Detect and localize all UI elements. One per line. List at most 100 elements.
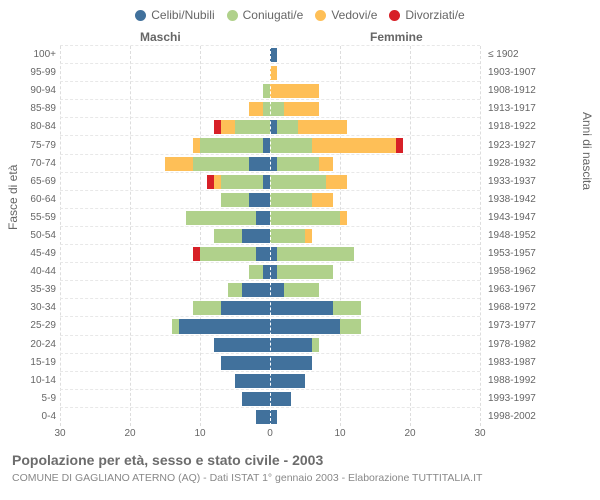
bar-segment (270, 138, 312, 152)
bar-segment (256, 247, 270, 261)
y-tick-birth: 1923-1927 (488, 139, 588, 153)
bar-segment (193, 157, 249, 171)
bar-segment (312, 338, 319, 352)
bar-segment (333, 301, 361, 315)
y-tick-birth: 1948-1952 (488, 229, 588, 243)
bar-segment (249, 265, 263, 279)
y-tick-age: 30-34 (0, 301, 56, 315)
y-tick-age: 80-84 (0, 120, 56, 134)
bar-segment (270, 193, 312, 207)
bar-segment (270, 410, 277, 424)
bar-segment (340, 319, 361, 333)
y-tick-birth: 1973-1977 (488, 319, 588, 333)
y-tick-age: 35-39 (0, 283, 56, 297)
bar-segment (277, 265, 333, 279)
bar-segment (249, 157, 270, 171)
plot-area (60, 46, 480, 426)
bar-segment (270, 247, 277, 261)
bar-segment (256, 410, 270, 424)
bar-segment (326, 175, 347, 189)
bar-segment (270, 102, 284, 116)
x-tick: 10 (194, 428, 205, 439)
y-tick-birth: 1968-1972 (488, 301, 588, 315)
bar-segment (193, 301, 221, 315)
bar-segment (270, 84, 319, 98)
legend-swatch (227, 10, 238, 21)
female-column-label: Femmine (370, 30, 423, 44)
bar-segment (270, 157, 277, 171)
legend-swatch (135, 10, 146, 21)
bar-segment (249, 193, 270, 207)
x-tick: 30 (474, 428, 485, 439)
y-tick-birth: 1978-1982 (488, 338, 588, 352)
bar-segment (305, 229, 312, 243)
y-tick-birth: 1928-1932 (488, 157, 588, 171)
y-tick-age: 0-4 (0, 410, 56, 424)
bar-segment (235, 374, 270, 388)
y-tick-age: 100+ (0, 48, 56, 62)
y-tick-age: 60-64 (0, 193, 56, 207)
bar-segment (319, 157, 333, 171)
bar-segment (172, 319, 179, 333)
bar-segment (221, 356, 270, 370)
bar-segment (270, 283, 284, 297)
y-tick-birth: 1958-1962 (488, 265, 588, 279)
bar-segment (200, 247, 256, 261)
x-tick: 30 (54, 428, 65, 439)
bar-segment (270, 229, 305, 243)
bar-segment (263, 84, 270, 98)
center-line (270, 46, 271, 426)
y-tick-age: 45-49 (0, 247, 56, 261)
bar-segment (263, 265, 270, 279)
y-tick-age: 70-74 (0, 157, 56, 171)
x-tick: 20 (124, 428, 135, 439)
bar-segment (277, 120, 298, 134)
bar-segment (221, 120, 235, 134)
bar-segment (270, 175, 326, 189)
bar-segment (214, 175, 221, 189)
bar-segment (221, 193, 249, 207)
y-tick-birth: 1998-2002 (488, 410, 588, 424)
y-tick-birth: 1983-1987 (488, 356, 588, 370)
legend-swatch (389, 10, 400, 21)
y-tick-age: 25-29 (0, 319, 56, 333)
bar-segment (284, 102, 319, 116)
y-tick-birth: 1943-1947 (488, 211, 588, 225)
y-tick-birth: 1993-1997 (488, 392, 588, 406)
bar-segment (270, 338, 312, 352)
bar-segment (242, 392, 270, 406)
bar-segment (340, 211, 347, 225)
y-tick-age: 40-44 (0, 265, 56, 279)
legend-item: Vedovi/e (315, 8, 377, 22)
legend-label: Celibi/Nubili (151, 8, 214, 22)
bar-segment (270, 48, 277, 62)
bar-segment (263, 102, 270, 116)
bar-segment (221, 175, 263, 189)
bar-segment (284, 283, 319, 297)
bar-segment (214, 338, 270, 352)
bar-segment (396, 138, 403, 152)
bar-segment (200, 138, 263, 152)
bar-segment (165, 157, 193, 171)
y-tick-birth: 1933-1937 (488, 175, 588, 189)
bar-segment (270, 301, 333, 315)
male-column-label: Maschi (140, 30, 181, 44)
bar-segment (207, 175, 214, 189)
y-tick-age: 15-19 (0, 356, 56, 370)
legend-item: Coniugati/e (227, 8, 304, 22)
y-tick-age: 85-89 (0, 102, 56, 116)
x-tick: 10 (334, 428, 345, 439)
bar-segment (312, 193, 333, 207)
legend: Celibi/NubiliConiugati/eVedovi/eDivorzia… (0, 8, 600, 24)
bar-segment (270, 120, 277, 134)
y-tick-age: 10-14 (0, 374, 56, 388)
y-tick-age: 55-59 (0, 211, 56, 225)
y-tick-birth: 1903-1907 (488, 66, 588, 80)
x-tick: 0 (267, 428, 273, 439)
bar-segment (242, 283, 270, 297)
y-tick-birth: 1988-1992 (488, 374, 588, 388)
bar-segment (270, 392, 291, 406)
grid-line (480, 46, 481, 426)
bar-segment (270, 319, 340, 333)
x-tick: 20 (404, 428, 415, 439)
